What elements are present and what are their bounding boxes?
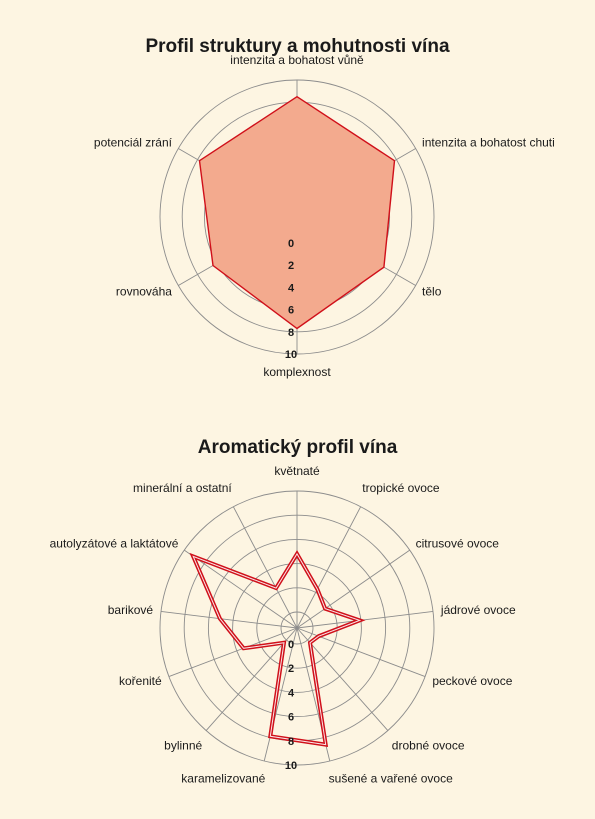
axis-label: tělo (422, 285, 442, 299)
tick-label: 2 (288, 260, 294, 272)
axis-label: rovnováha (116, 285, 172, 299)
aroma-radar-chart: Aromatický profil vína 0 2 4 6 8 10 květnaté tr… (50, 437, 516, 786)
axis-label: karamelizované (181, 772, 265, 786)
chart-title: Profil struktury a mohutnosti vína (145, 36, 449, 57)
tick-label: 0 (288, 639, 294, 651)
axis-label: kořenité (119, 674, 162, 688)
tick-label: 0 (288, 238, 294, 250)
axis-spoke (232, 506, 298, 629)
axis-spoke (160, 611, 298, 629)
tick-label: 4 (288, 282, 295, 294)
tick-label: 10 (285, 760, 297, 772)
axis-label: citrusové ovoce (416, 536, 500, 550)
tick-label: 8 (288, 327, 294, 339)
axis-spoke (183, 549, 298, 629)
axis-label: autolyzátové a laktátové (50, 536, 179, 550)
axis-label: drobné ovoce (392, 739, 465, 753)
axis-spoke (168, 627, 298, 678)
axis-label: sušené a vařené ovoce (329, 772, 453, 786)
axis-spoke (263, 627, 298, 762)
axis-label: tropické ovoce (362, 481, 440, 495)
axis-spoke (296, 506, 362, 629)
axis-label: intenzita a bohatost vůně (230, 53, 364, 67)
tick-label: 6 (288, 305, 294, 317)
series-line-highlight (192, 552, 362, 746)
axis-label: intenzita a bohatost chuti (422, 136, 555, 150)
chart-title: Aromatický profil vína (198, 437, 398, 458)
axis-label: květnaté (274, 464, 320, 478)
axis-label: peckové ovoce (432, 674, 512, 688)
tick-label: 6 (288, 712, 294, 724)
structure-radar-chart: Profil struktury a mohutnosti vína 0 2 4 6 8… (94, 36, 555, 379)
axis-label: komplexnost (263, 365, 331, 379)
axis-label: jádrové ovoce (440, 603, 516, 617)
tick-label: 8 (288, 736, 294, 748)
axis-label: potenciál zrání (94, 136, 173, 150)
tick-label: 2 (288, 663, 294, 675)
axis-label: bylinné (164, 739, 202, 753)
tick-label: 10 (285, 349, 297, 361)
tick-label: 4 (288, 687, 295, 699)
axis-label: minerální a ostatní (133, 481, 232, 495)
axis-label: barikové (108, 603, 154, 617)
axis-spoke (296, 611, 434, 629)
axis-spoke (296, 549, 411, 629)
